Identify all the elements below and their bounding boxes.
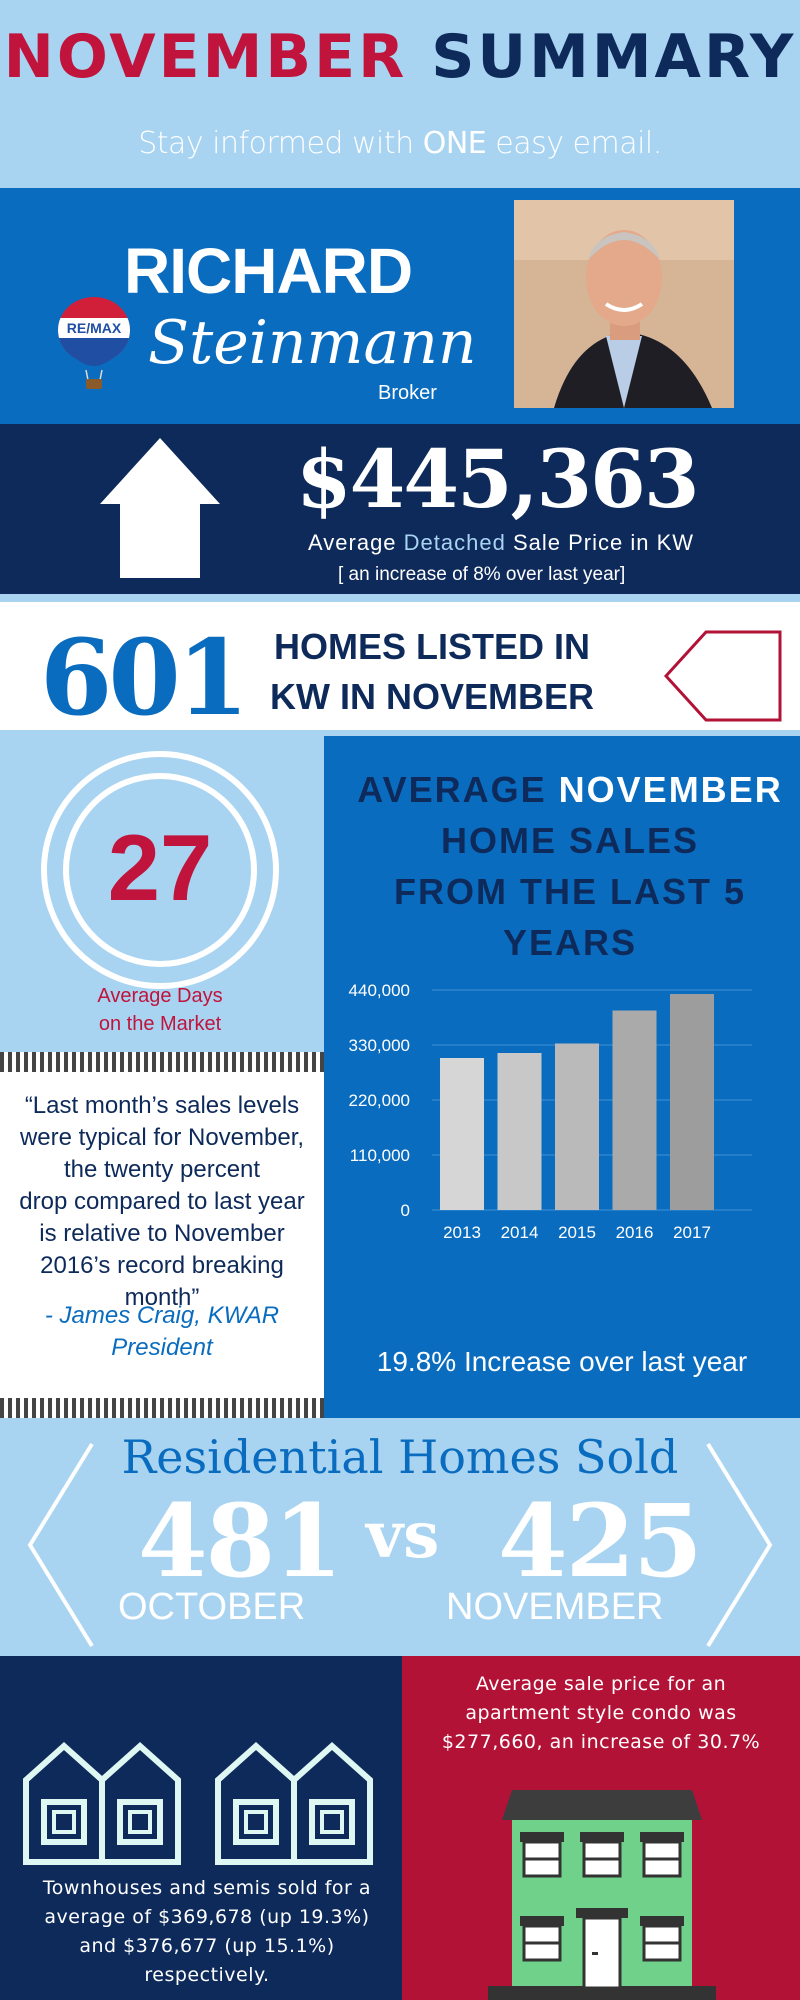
y-tick-label: 440,000: [349, 981, 410, 1000]
broker-role: Broker: [378, 382, 437, 404]
november-homes-sold: 425: [498, 1482, 703, 1600]
broker-photo: [514, 200, 734, 408]
x-tick-label: 2013: [443, 1223, 481, 1242]
chart-title-line-1: AVERAGE NOVEMBER: [340, 764, 800, 815]
chart-bar-2014: [497, 1053, 542, 1210]
x-tick-label: 2016: [616, 1223, 654, 1242]
price-tag-icon: [663, 630, 782, 722]
townhouses-line: respectively.: [144, 1964, 270, 1986]
townhouses-line: average of $369,678 (up 19.3%): [44, 1906, 370, 1928]
days-panel: 27 Average Days on the Market “Last mont…: [0, 736, 324, 1418]
chevron-left-icon: [27, 1442, 94, 1648]
y-tick-label: 110,000: [350, 1146, 410, 1165]
chart-title-line-3: FROM THE LAST 5: [394, 871, 746, 912]
townhouses-text: Townhouses and semis sold for a average …: [22, 1874, 392, 1990]
house-arrow-icon: [100, 438, 220, 578]
condo-text: Average sale price for an apartment styl…: [412, 1670, 790, 1757]
days-on-market-label: Average Days on the Market: [40, 982, 280, 1038]
quote-line: “Last month’s sales levels: [24, 1092, 300, 1119]
chart-title: AVERAGE NOVEMBER HOME SALES FROM THE LAS…: [340, 764, 800, 968]
townhouse-condo-section: Townhouses and semis sold for a average …: [0, 1656, 800, 2000]
days-circle-icon: [41, 751, 279, 989]
chart-title-average: AVERAGE: [357, 769, 559, 810]
quote-line: 2016’s record breaking: [40, 1252, 284, 1279]
stats-section: 27 Average Days on the Market “Last mont…: [0, 736, 800, 1418]
homes-listed-count: 601: [40, 616, 249, 736]
days-line-1: Average Days: [97, 985, 223, 1007]
chevron-right-icon: [706, 1442, 773, 1648]
quote-author: - James Craig, KWAR President: [0, 1300, 324, 1364]
listed-line-1: HOMES LISTED IN: [273, 626, 591, 667]
y-tick-label: 330,000: [349, 1036, 410, 1055]
listed-line-2: KW IN NOVEMBER: [270, 676, 594, 717]
condo-building-icon: [488, 1790, 716, 2000]
residential-section: Residential Homes Sold 481 vs 425 OCTOBE…: [0, 1418, 800, 1656]
home-sales-bar-chart: 0 110,000 220,000 330,000 440,000 2013 2014 201…: [349, 981, 752, 1242]
condo-line: Average sale price for an: [475, 1673, 727, 1695]
quote-author-line: - James Craig, KWAR: [44, 1302, 280, 1329]
quote-line: drop compared to last year: [19, 1188, 305, 1215]
chart-title-november: NOVEMBER: [558, 769, 783, 810]
listed-section: 601 HOMES LISTED IN KW IN NOVEMBER: [0, 594, 800, 736]
average-price: $445,363: [296, 432, 699, 526]
subtitle: Stay informed with ONE easy email.: [0, 126, 800, 161]
remax-logo-text: RE/MAX: [67, 320, 122, 336]
quote-line: month”: [124, 1284, 200, 1311]
days-line-2: on the Market: [98, 1013, 222, 1035]
october-homes-sold: 481: [138, 1482, 343, 1600]
y-tick-label: 0: [401, 1201, 410, 1220]
price-label: Average Detached Sale Price in KW: [308, 530, 694, 556]
chart-title-line-2: HOME SALES: [440, 820, 700, 861]
chart-bar-2017: [670, 994, 714, 1210]
chart-bar-2015: [555, 1043, 599, 1210]
price-label-post: Sale Price in KW: [505, 530, 695, 555]
november-label: NOVEMBER: [446, 1586, 664, 1628]
quote-line: were typical for November,: [19, 1124, 305, 1151]
stripe-divider-top: [0, 1052, 324, 1072]
condo-line: $277,660, an increase of 30.7%: [441, 1731, 761, 1753]
header-section: NOVEMBER SUMMARY Stay informed with ONE …: [0, 0, 800, 188]
listed-panel: 601 HOMES LISTED IN KW IN NOVEMBER: [0, 602, 800, 736]
condo-line: apartment style condo was: [465, 1702, 737, 1724]
quote-author-line: President: [111, 1334, 213, 1361]
price-label-highlight: Detached: [403, 530, 506, 555]
chart-bar-2016: [612, 1010, 657, 1210]
x-tick-label: 2014: [501, 1223, 539, 1242]
townhouses-line: Townhouses and semis sold for a: [42, 1877, 372, 1899]
y-tick-label: 220,000: [349, 1091, 410, 1110]
chart-footer: 19.8% Increase over last year: [376, 1346, 748, 1377]
broker-last-name: Steinmann: [148, 308, 477, 378]
x-tick-label: 2017: [673, 1223, 711, 1242]
broker-section: RE/MAX RICHARD Steinmann Broker: [0, 188, 800, 424]
broker-first-name: RICHARD: [124, 235, 413, 307]
quote-line: the twenty percent: [63, 1156, 261, 1183]
title-summary: SUMMARY: [431, 22, 797, 92]
october-label: OCTOBER: [118, 1586, 306, 1628]
townhouses-line: and $376,677 (up 15.1%): [79, 1935, 335, 1957]
broker-portrait-image: [514, 200, 734, 408]
days-on-market-count: 27: [107, 815, 213, 920]
price-section: $445,363 Average Detached Sale Price in …: [0, 424, 800, 594]
subtitle-em: ONE: [422, 126, 487, 161]
page-title: NOVEMBER SUMMARY: [0, 22, 800, 92]
price-label-pre: Average: [308, 530, 404, 555]
subtitle-post: easy email.: [486, 126, 662, 161]
chart-bar-2013: [440, 1058, 484, 1210]
subtitle-pre: Stay informed with: [138, 126, 423, 161]
residential-title: Residential Homes Sold: [121, 1430, 679, 1484]
quote-text: “Last month’s sales levels were typical …: [0, 1090, 324, 1314]
remax-balloon-logo: RE/MAX: [58, 297, 130, 389]
homes-listed-label: HOMES LISTED IN KW IN NOVEMBER: [262, 622, 602, 722]
price-increase-note: [ an increase of 8% over last year]: [338, 564, 626, 585]
quote-box: “Last month’s sales levels were typical …: [0, 1052, 324, 1418]
chart-title-line-4: YEARS: [502, 922, 638, 963]
townhouses-icon: [23, 1741, 373, 1865]
versus-label: vs: [366, 1498, 440, 1573]
stripe-divider-bottom: [0, 1398, 324, 1418]
quote-line: is relative to November: [39, 1220, 285, 1247]
title-november: NOVEMBER: [3, 22, 408, 92]
x-tick-label: 2015: [558, 1223, 596, 1242]
